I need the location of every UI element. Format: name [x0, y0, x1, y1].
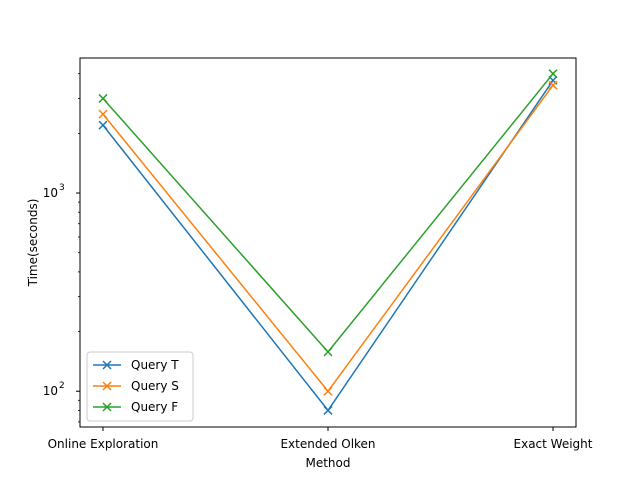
legend-label: Query S [131, 379, 179, 393]
y-tick-label: 10 [43, 384, 58, 398]
legend-marker [102, 381, 112, 391]
data-point-query-f [98, 93, 108, 103]
legend-label: Query F [131, 400, 178, 414]
legend-item: Query S [93, 379, 179, 393]
x-tick-label: Online Exploration [48, 437, 159, 451]
data-point-query-s [98, 109, 108, 119]
y-axis-label: Time(seconds) [26, 199, 40, 288]
legend-box [86, 351, 194, 422]
data-point-query-t [323, 405, 333, 415]
x-tick-label: Extended Olken [280, 437, 375, 451]
y-tick-label: 10 [43, 186, 58, 200]
x-axis: Online Exploration Extended Olken Exact We… [48, 427, 593, 451]
y-tick-exponent: 3 [59, 183, 65, 193]
legend: Query T Query S Query F [86, 351, 194, 422]
legend-item: Query F [93, 400, 178, 414]
legend-marker [102, 360, 112, 370]
legend-marker [102, 402, 112, 412]
data-point-query-s [323, 386, 333, 396]
data-point-query-s [548, 80, 558, 90]
data-point-query-f [548, 69, 558, 79]
legend-item: Query T [93, 358, 179, 372]
data-point-query-t [98, 120, 108, 130]
plot-area [98, 69, 558, 415]
x-tick-label: Exact Weight [514, 437, 593, 451]
y-tick-exponent: 2 [59, 381, 65, 391]
data-point-query-f [323, 347, 333, 357]
x-axis-label: Method [305, 456, 350, 470]
legend-label: Query T [131, 358, 179, 372]
